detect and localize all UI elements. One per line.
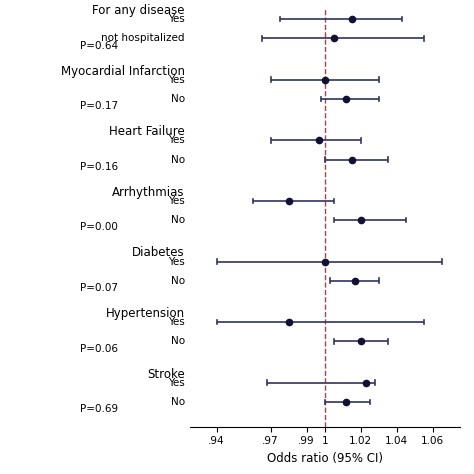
Text: Arrhythmias: Arrhythmias (112, 186, 185, 199)
Text: Yes: Yes (168, 135, 185, 146)
Text: No: No (171, 215, 185, 225)
Text: P=0.06: P=0.06 (81, 344, 118, 354)
X-axis label: Odds ratio (95% CI): Odds ratio (95% CI) (267, 452, 383, 465)
Text: P=0.07: P=0.07 (81, 283, 118, 293)
Text: Heart Failure: Heart Failure (109, 125, 185, 138)
Text: Yes: Yes (168, 317, 185, 327)
Text: No: No (171, 276, 185, 286)
Text: Yes: Yes (168, 14, 185, 24)
Text: No: No (171, 397, 185, 407)
Text: not hospitalized: not hospitalized (101, 33, 185, 43)
Text: P=0.17: P=0.17 (81, 101, 118, 111)
Text: Hypertension: Hypertension (106, 307, 185, 320)
Text: For any disease: For any disease (92, 4, 185, 17)
Text: P=0.16: P=0.16 (81, 162, 118, 172)
Text: P=0.64: P=0.64 (81, 41, 118, 51)
Text: Stroke: Stroke (147, 367, 185, 381)
Text: No: No (171, 337, 185, 346)
Text: P=0.00: P=0.00 (81, 222, 118, 232)
Text: Diabetes: Diabetes (132, 246, 185, 259)
Text: Yes: Yes (168, 378, 185, 388)
Text: Myocardial Infarction: Myocardial Infarction (61, 64, 185, 78)
Text: Yes: Yes (168, 196, 185, 206)
Text: P=0.69: P=0.69 (81, 404, 118, 414)
Text: Yes: Yes (168, 256, 185, 266)
Text: Yes: Yes (168, 75, 185, 85)
Text: No: No (171, 155, 185, 164)
Text: No: No (171, 94, 185, 104)
